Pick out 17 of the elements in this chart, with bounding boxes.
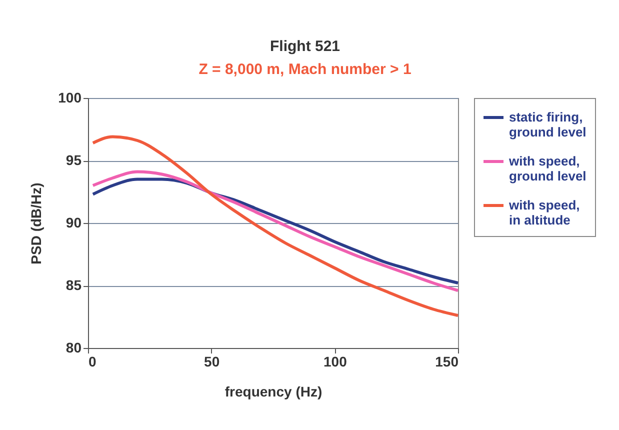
legend-label: static firing, ground level <box>509 110 586 140</box>
x-tick-label: 50 <box>204 354 220 370</box>
x-tick-label: 0 <box>88 354 96 370</box>
chart-title: Flight 521 <box>270 38 340 55</box>
y-tick-label: 80 <box>66 340 82 356</box>
legend-label: with speed, in altitude <box>508 198 580 228</box>
y-tick-label: 85 <box>66 277 82 293</box>
chart-subtitle: Z = 8,000 m, Mach number > 1 <box>198 61 412 78</box>
y-tick-label: 95 <box>66 152 82 168</box>
legend-label: with speed, ground level <box>508 154 586 184</box>
line-series <box>91 135 460 317</box>
y-tick-label: 100 <box>58 90 82 106</box>
y-tick-label: 90 <box>66 214 82 230</box>
x-tick-label: 100 <box>323 354 348 370</box>
y-axis-title: PSD (dB/Hz) <box>28 182 44 264</box>
x-tick-label: 150 <box>435 354 459 370</box>
x-axis-title: frequency (Hz) <box>224 384 322 400</box>
